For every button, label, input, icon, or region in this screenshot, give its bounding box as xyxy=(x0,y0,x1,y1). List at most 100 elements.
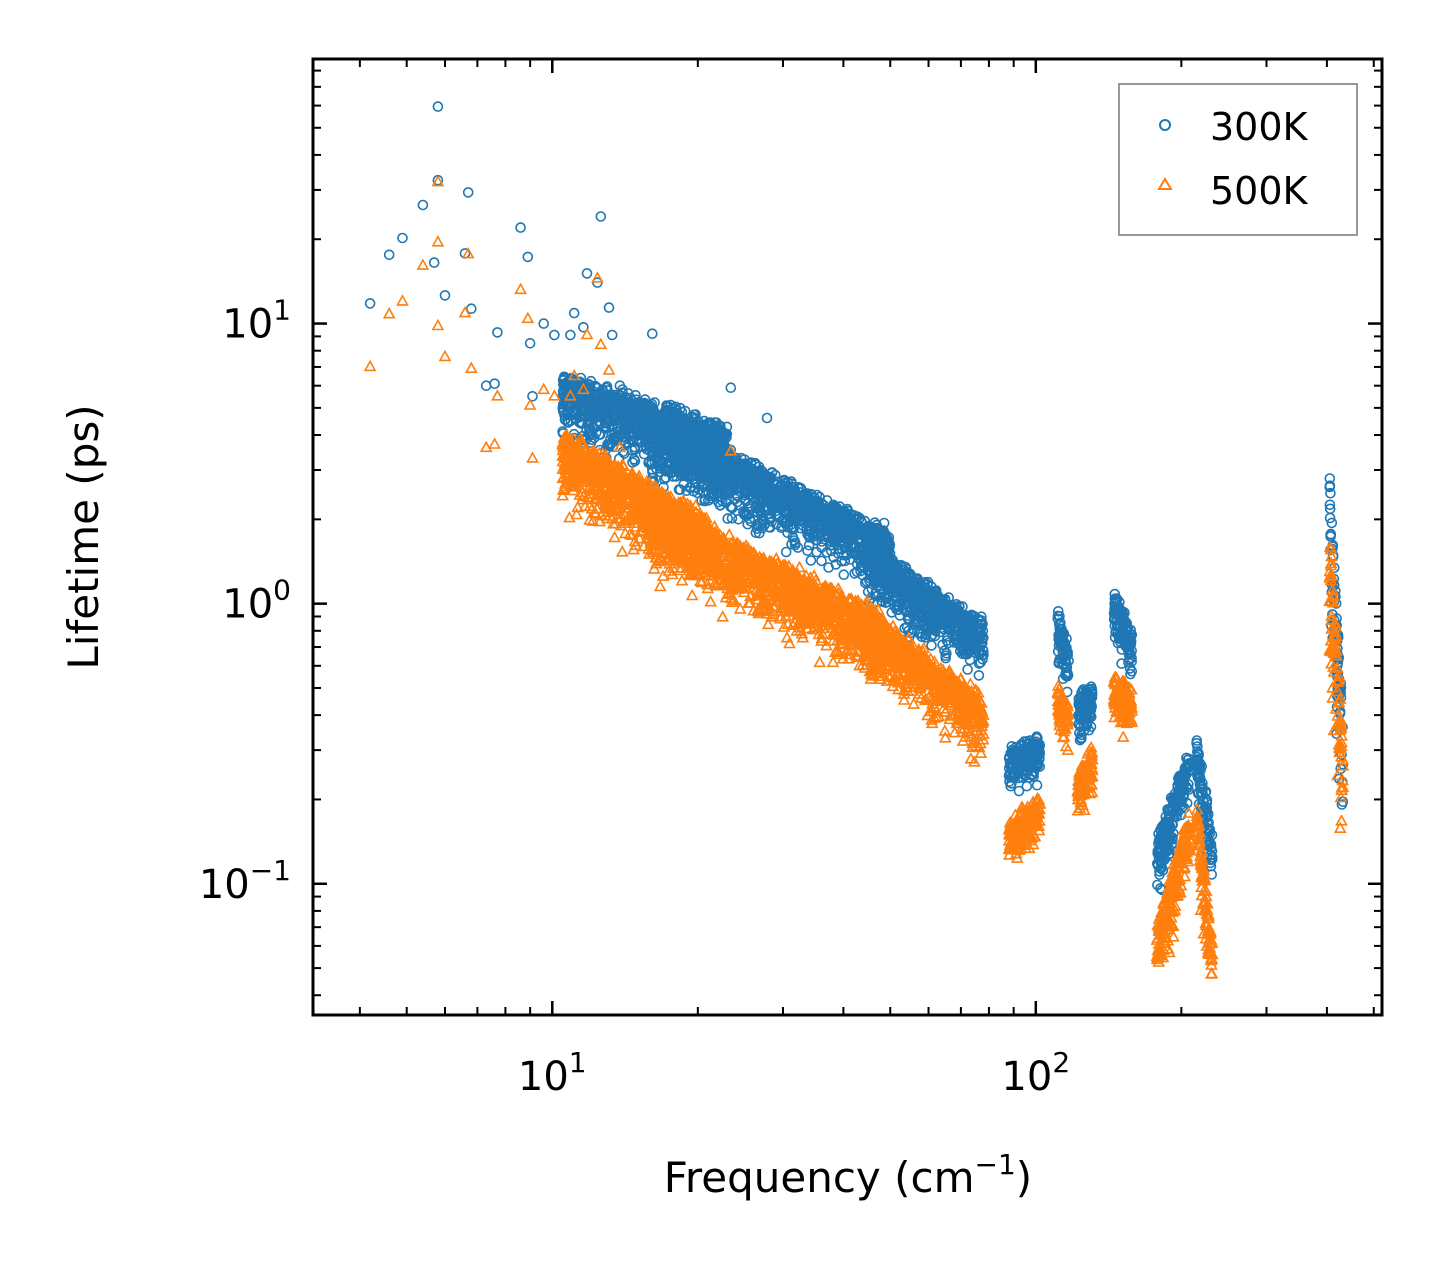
data-point xyxy=(662,404,674,416)
data-point xyxy=(776,515,788,526)
data-point xyxy=(742,518,754,530)
data-point xyxy=(709,463,721,474)
data-point xyxy=(847,542,859,554)
data-point xyxy=(737,464,748,476)
data-point xyxy=(812,520,823,532)
data-point xyxy=(762,490,774,502)
data-point xyxy=(962,664,973,675)
data-point xyxy=(652,443,664,454)
data-point xyxy=(608,530,621,543)
data-point xyxy=(757,516,769,528)
data-point xyxy=(745,490,757,502)
data-point xyxy=(792,542,804,553)
data-point xyxy=(720,497,732,508)
data-point xyxy=(625,392,636,404)
data-point xyxy=(615,545,629,557)
data-point xyxy=(769,469,781,481)
data-point xyxy=(697,419,709,431)
data-point xyxy=(757,522,768,534)
data-point xyxy=(706,490,718,502)
data-point xyxy=(652,428,664,440)
data-point xyxy=(725,382,737,394)
data-point xyxy=(480,380,492,392)
data-point xyxy=(609,406,620,418)
data-point xyxy=(778,517,790,529)
data-point xyxy=(743,509,755,520)
data-point xyxy=(680,457,692,469)
data-point xyxy=(364,298,376,309)
data-point xyxy=(805,508,817,519)
data-point xyxy=(802,529,813,540)
data-point xyxy=(701,456,713,468)
data-point xyxy=(583,417,595,429)
data-point xyxy=(832,532,844,544)
data-point xyxy=(649,397,660,408)
data-point xyxy=(645,431,657,442)
data-point xyxy=(825,545,837,557)
data-point xyxy=(788,505,799,517)
data-point xyxy=(492,327,503,338)
data-point xyxy=(827,499,839,511)
data-point xyxy=(693,439,705,450)
data-point xyxy=(432,101,444,112)
data-point xyxy=(838,569,850,581)
data-point xyxy=(695,424,707,436)
data-point xyxy=(397,232,408,244)
data-point xyxy=(863,523,875,535)
data-point xyxy=(797,498,809,510)
data-point xyxy=(753,486,764,497)
data-point xyxy=(606,329,618,341)
data-point xyxy=(561,409,573,421)
data-point xyxy=(707,489,719,501)
data-point xyxy=(805,555,817,566)
data-point xyxy=(672,445,684,456)
data-point xyxy=(833,506,845,518)
data-point xyxy=(818,509,830,520)
data-point xyxy=(801,488,813,499)
data-point xyxy=(631,405,643,417)
data-point xyxy=(627,428,638,440)
data-point xyxy=(763,502,775,514)
data-point xyxy=(830,559,842,570)
data-point xyxy=(803,539,815,551)
data-point xyxy=(684,482,696,493)
data-point xyxy=(603,302,615,313)
data-point xyxy=(595,411,607,423)
data-point xyxy=(780,546,792,558)
data-point xyxy=(636,418,647,430)
data-point xyxy=(733,476,744,487)
data-point xyxy=(681,485,692,497)
data-point xyxy=(729,458,741,470)
data-point xyxy=(718,480,729,492)
data-point xyxy=(779,489,791,500)
data-point xyxy=(834,521,845,533)
data-point xyxy=(789,539,801,551)
data-point xyxy=(860,523,872,535)
data-point xyxy=(726,512,738,524)
data-point xyxy=(821,546,833,558)
data-point xyxy=(629,441,641,453)
data-point xyxy=(712,481,723,492)
data-point xyxy=(701,444,713,456)
data-point xyxy=(698,486,709,498)
data-point xyxy=(558,372,570,384)
data-point xyxy=(825,535,837,547)
data-point xyxy=(757,466,768,478)
data-point xyxy=(569,380,580,392)
data-point xyxy=(678,478,690,490)
data-point xyxy=(675,425,687,436)
data-point xyxy=(596,385,608,397)
data-point xyxy=(571,403,583,415)
data-point xyxy=(860,530,872,541)
data-point xyxy=(629,455,641,467)
data-point xyxy=(729,493,741,505)
data-point xyxy=(746,471,757,483)
data-point xyxy=(568,307,580,319)
data-point xyxy=(692,451,704,463)
data-point xyxy=(761,412,773,424)
data-point xyxy=(622,419,634,431)
data-point xyxy=(744,513,756,524)
data-point xyxy=(845,554,856,565)
data-point xyxy=(538,318,550,329)
data-point xyxy=(659,440,670,451)
